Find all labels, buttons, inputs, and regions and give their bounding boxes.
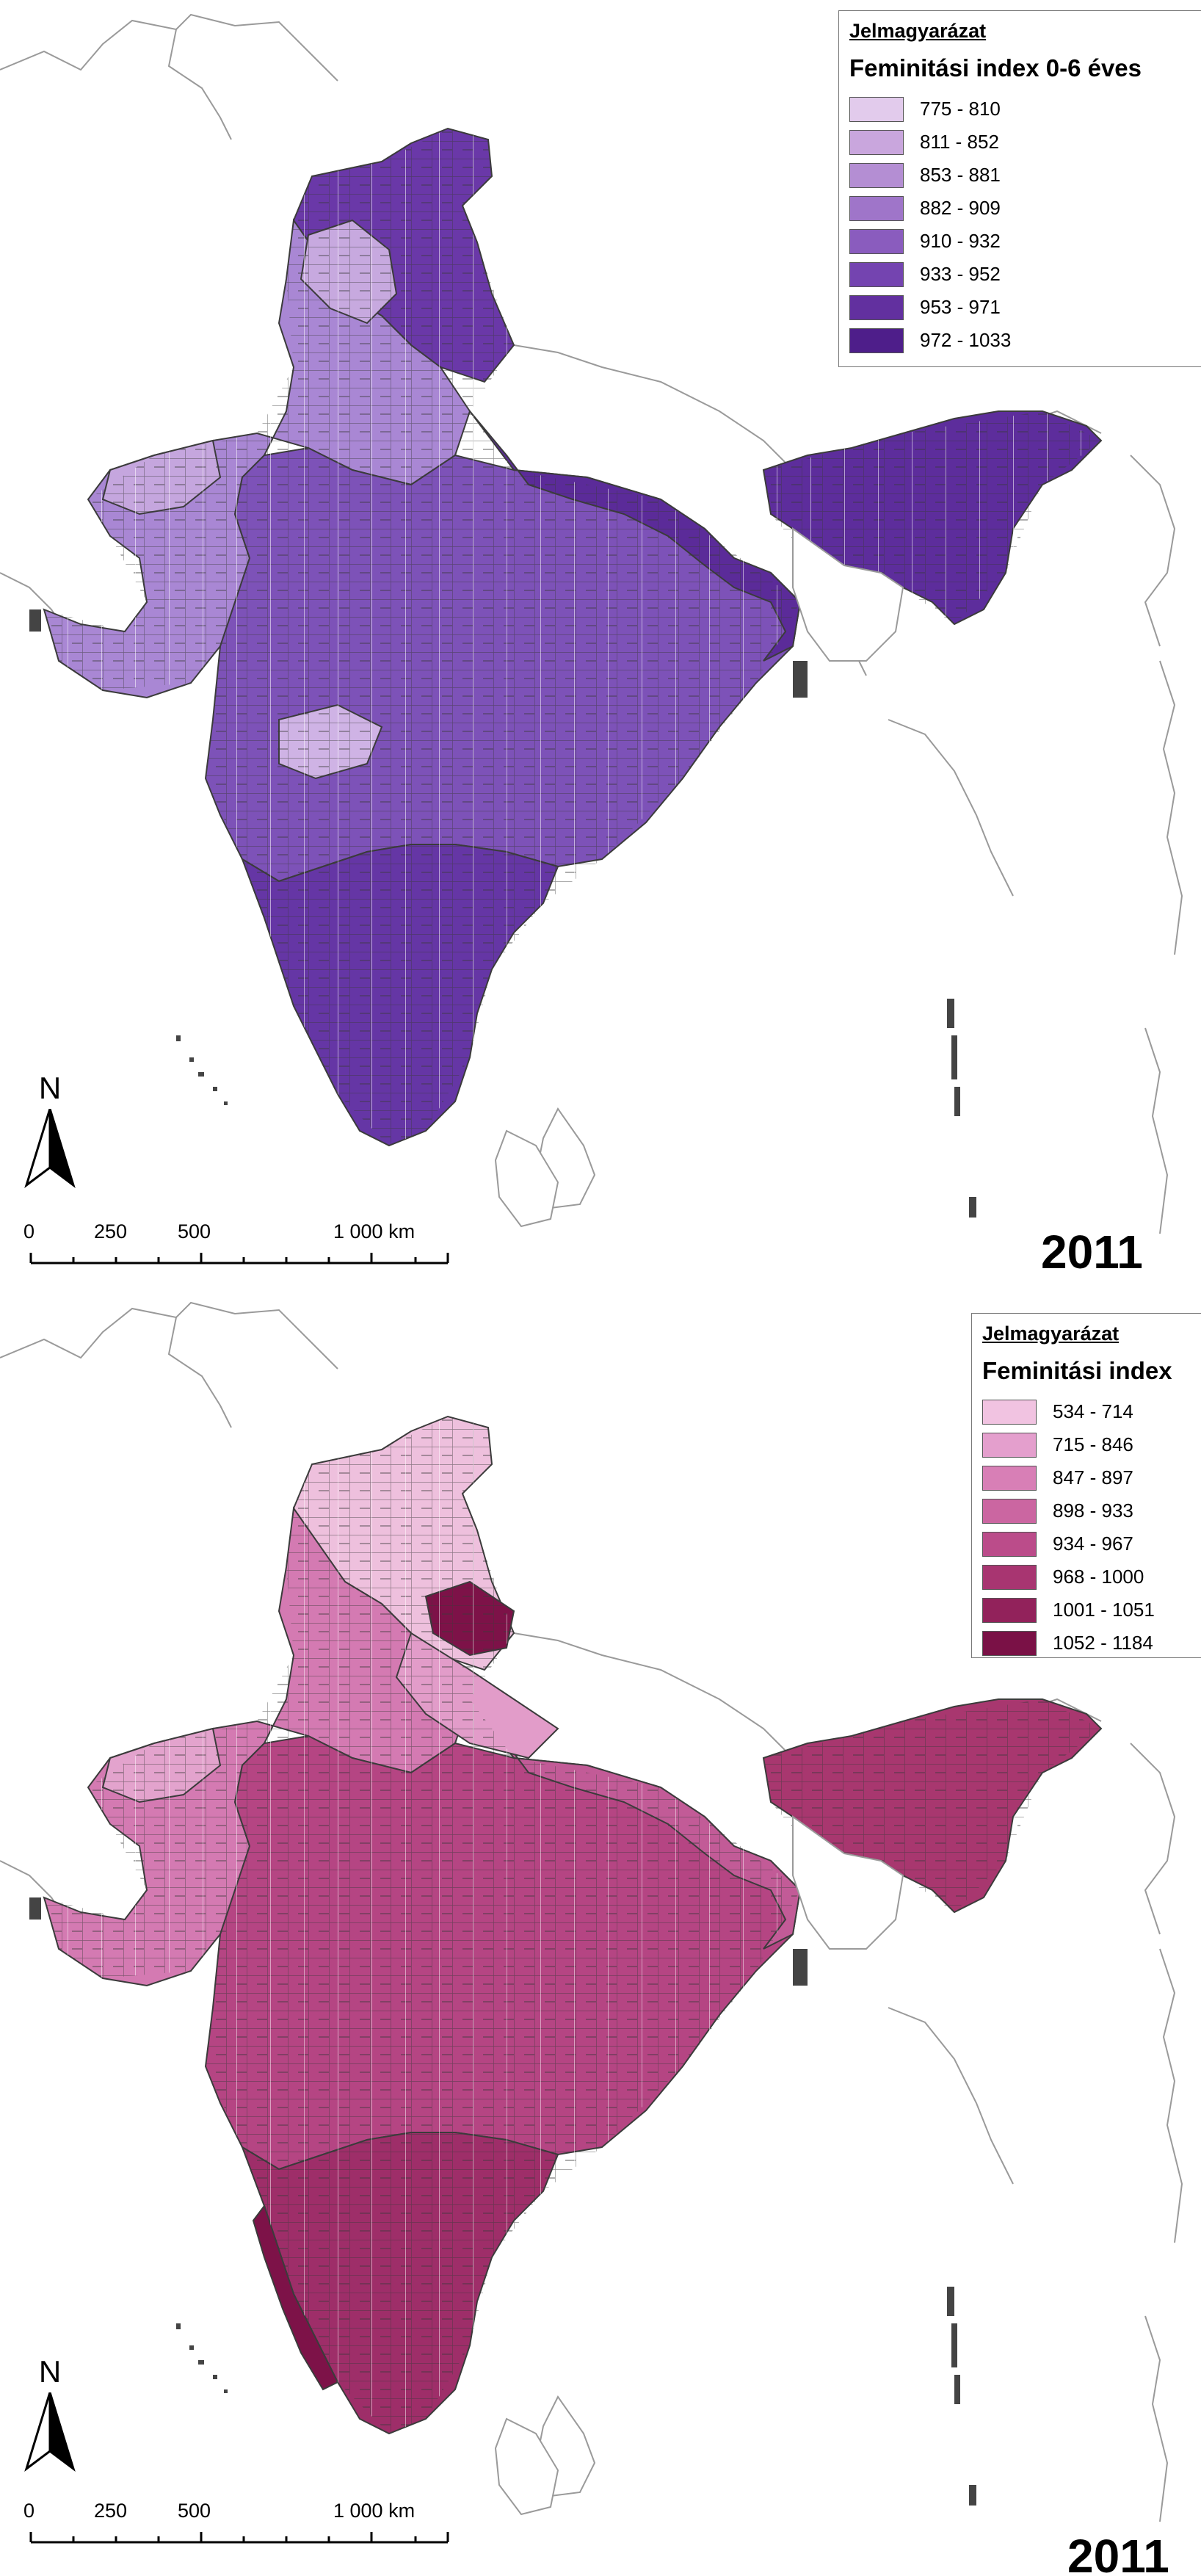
sri-lanka-outline <box>494 2417 559 2516</box>
north-label: N <box>38 2354 62 2389</box>
legend-title: Feminitási index 0-6 éves <box>849 54 1142 82</box>
legend-swatch <box>849 261 904 287</box>
india-landmass <box>43 1415 1103 2435</box>
legend-item: 934 - 967 <box>982 1527 1191 1560</box>
legend-swatch <box>982 1630 1037 1656</box>
islands <box>29 1897 976 2506</box>
legend-label: 953 - 971 <box>920 296 1001 318</box>
legend-item: 882 - 909 <box>849 192 1191 225</box>
legend-label: 968 - 1000 <box>1053 1566 1144 1588</box>
legend-item: 910 - 932 <box>849 225 1191 258</box>
scale-bar: 0 250 500 1 000 km <box>22 2500 477 2566</box>
scale-bar: 0 250 500 1 000 km <box>22 1220 477 1287</box>
scale-label: 1 000 km <box>333 1220 416 1242</box>
legend-label: 933 - 952 <box>920 263 1001 285</box>
legend-swatch <box>982 1597 1037 1623</box>
legend-swatch <box>982 1399 1037 1425</box>
neighbor-borders <box>0 1301 1183 2522</box>
legend-item: 715 - 846 <box>982 1428 1191 1461</box>
north-arrow-icon <box>24 2392 76 2472</box>
legend-label: 715 - 846 <box>1053 1433 1133 1455</box>
scale-label: 0 <box>23 2500 35 2522</box>
scale-label: 500 <box>178 1220 211 1242</box>
legend-swatch <box>849 129 904 155</box>
legend: Jelmagyarázat Feminitási index 534 - 714… <box>971 1313 1201 1658</box>
year-label: 2011 <box>1041 1226 1143 1278</box>
bangladesh-area <box>792 1815 904 1950</box>
legend-swatch <box>849 96 904 122</box>
scale-bar-graphic <box>29 2532 449 2544</box>
map-panel-sex-ratio: Jelmagyarázat Feminitási index 534 - 714… <box>0 1288 1201 2576</box>
legend-item: 953 - 971 <box>849 291 1191 324</box>
scale-label: 500 <box>178 2500 211 2522</box>
map-canvas <box>0 1301 1183 2522</box>
legend-item: 968 - 1000 <box>982 1560 1191 1593</box>
north-arrow: N <box>21 1071 79 1188</box>
legend-heading: Jelmagyarázat <box>849 20 987 42</box>
legend-item: 775 - 810 <box>849 93 1191 126</box>
legend-swatch <box>982 1498 1037 1524</box>
legend-swatch <box>849 294 904 320</box>
legend-swatch <box>982 1564 1037 1590</box>
legend-swatch <box>849 328 904 353</box>
legend-label: 775 - 810 <box>920 98 1001 120</box>
legend-title: Feminitási index <box>982 1357 1172 1384</box>
legend-item: 534 - 714 <box>982 1395 1191 1428</box>
scale-label: 0 <box>23 1220 35 1242</box>
legend-swatch <box>982 1465 1037 1491</box>
sri-lanka-outline <box>494 1129 559 1228</box>
legend-heading: Jelmagyarázat <box>982 1323 1120 1345</box>
legend: Jelmagyarázat Feminitási index 0-6 éves … <box>838 10 1201 367</box>
legend-item: 1001 - 1051 <box>982 1593 1191 1627</box>
islands <box>29 609 976 1218</box>
legend-item: 972 - 1033 <box>849 324 1191 357</box>
legend-label: 972 - 1033 <box>920 329 1012 351</box>
legend-label: 534 - 714 <box>1053 1400 1133 1422</box>
legend-item: 853 - 881 <box>849 159 1191 192</box>
legend-item: 933 - 952 <box>849 258 1191 291</box>
legend-swatch <box>849 162 904 188</box>
legend-label: 882 - 909 <box>920 197 1001 219</box>
legend-item: 898 - 933 <box>982 1494 1191 1527</box>
legend-label: 847 - 897 <box>1053 1466 1133 1488</box>
year-label: 2011 <box>1067 2530 1169 2576</box>
legend-label: 934 - 967 <box>1053 1533 1133 1555</box>
legend-label: 1001 - 1051 <box>1053 1599 1155 1621</box>
legend-label: 853 - 881 <box>920 164 1001 186</box>
scale-bar-graphic <box>29 1253 449 1265</box>
legend-swatch <box>849 228 904 254</box>
legend-item: 1052 - 1184 <box>982 1627 1191 1660</box>
scale-label: 250 <box>94 2500 128 2522</box>
legend-label: 898 - 933 <box>1053 1499 1133 1522</box>
legend-swatch <box>982 1531 1037 1557</box>
scale-label: 250 <box>94 1220 128 1242</box>
bangladesh-area <box>792 527 904 662</box>
north-label: N <box>38 1071 62 1105</box>
north-arrow: N <box>21 2354 79 2472</box>
map-panel-child-sex-ratio: Jelmagyarázat Feminitási index 0-6 éves … <box>0 10 1201 1287</box>
legend-label: 811 - 852 <box>920 131 999 153</box>
legend-swatch <box>849 195 904 221</box>
north-arrow-icon <box>24 1109 76 1188</box>
legend-label: 910 - 932 <box>920 230 1001 252</box>
scale-label: 1 000 km <box>333 2500 416 2522</box>
legend-item: 847 - 897 <box>982 1461 1191 1494</box>
legend-swatch <box>982 1432 1037 1458</box>
legend-item: 811 - 852 <box>849 126 1191 159</box>
map-canvas <box>0 13 1183 1234</box>
legend-label: 1052 - 1184 <box>1053 1632 1153 1654</box>
